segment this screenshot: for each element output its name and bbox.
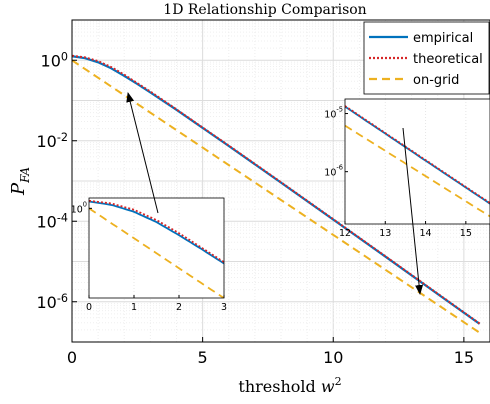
legend-label-theoretical: theoretical: [413, 52, 483, 67]
legend-label-empirical: empirical: [413, 31, 473, 46]
inset-series: [345, 105, 490, 218]
inset-y-tick-label: 100: [71, 200, 87, 215]
inset-background: [345, 99, 490, 224]
inset-series: [89, 199, 224, 298]
main-series: [72, 54, 481, 334]
y-tick-label: 10-4: [36, 211, 68, 231]
legend-label-on-grid: on-grid: [413, 73, 459, 88]
inset-series-line-on-grid: [89, 207, 224, 298]
inset-y-tick-label: 10-6: [324, 164, 343, 179]
inset-frame: [344, 98, 490, 225]
series-line-on-grid: [72, 59, 481, 334]
legend-box: [363, 21, 490, 95]
chart-title: 1D Relationship Comparison: [163, 2, 366, 18]
inset-x-tick-label: 3: [221, 302, 227, 313]
legend: empirical theoretical on-grid: [363, 21, 490, 95]
annotation-arrows: [126, 92, 424, 295]
x-tick-label: 0: [67, 348, 77, 367]
inset-series-line-empirical: [89, 200, 224, 265]
y-axis-label: PFA: [8, 167, 32, 196]
x-axis-label: threshold w2: [238, 375, 341, 396]
inset-y-tick-label: 10-5: [324, 106, 343, 121]
inset-series-line-theoretical: [345, 105, 490, 204]
x-tick-label: 15: [454, 348, 474, 367]
series-line-theoretical: [72, 54, 481, 325]
y-tick-label: 100: [41, 50, 68, 70]
inset-x-tick-label: 14: [420, 228, 432, 239]
inset-x-tick-label: 15: [460, 228, 472, 239]
y-tick-label: 10-6: [36, 292, 68, 312]
x-tick-label: 5: [198, 348, 208, 367]
inset-x-tick-label: 0: [86, 302, 92, 313]
inset-x-tick-label: 1: [131, 302, 137, 313]
inset-frame: [88, 197, 225, 299]
inset-series-line-on-grid: [345, 124, 490, 218]
inset-x-tick-label: 13: [379, 228, 391, 239]
inset-right: 12 13 14 15 10-5 10-6: [324, 98, 490, 239]
zoom-arrow-right: [402, 127, 424, 295]
inset-x-tick-label: 12: [339, 228, 351, 239]
inset-x-tick-label: 2: [176, 302, 182, 313]
zoom-arrow-left: [126, 92, 159, 214]
inset-left: 0 1 2 3 100: [71, 197, 227, 313]
x-tick-label: 10: [323, 348, 343, 367]
y-tick-label: 10-2: [36, 131, 68, 151]
main-plot-frame: [71, 19, 490, 343]
